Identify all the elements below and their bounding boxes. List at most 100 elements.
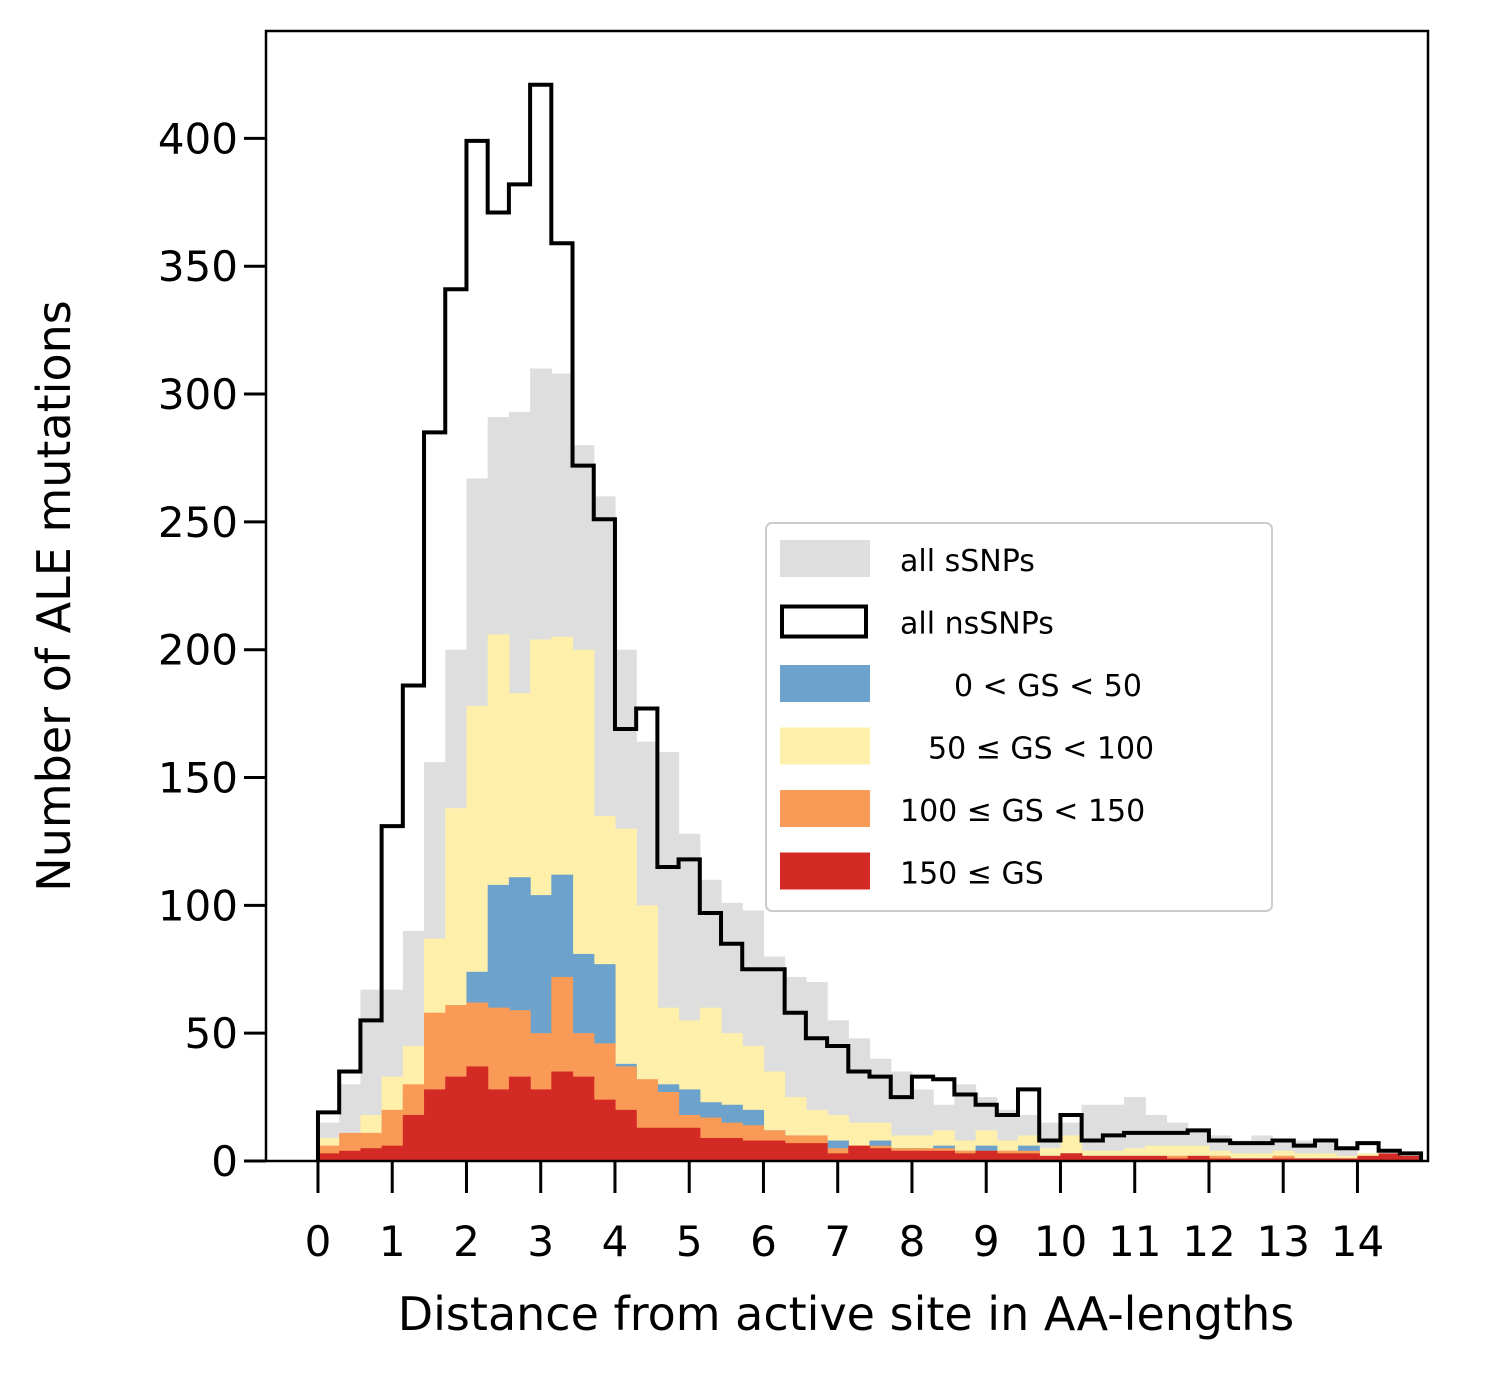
gs-100-150-bar	[1208, 1155, 1231, 1161]
legend-label-gs_100_150: 100 ≤ GS < 150	[900, 794, 1145, 829]
y-tick-label: 250	[158, 498, 238, 547]
gs-150-bar	[1039, 1155, 1062, 1161]
gs-150-bar	[466, 1066, 489, 1161]
gs-150-bar	[996, 1153, 1019, 1161]
gs-150-bar	[530, 1089, 552, 1161]
gs-150-bar	[508, 1076, 531, 1161]
gs-50-100-bar	[1336, 1155, 1359, 1161]
legend: all sSNPs all nsSNPs 0 < GS < 50 50 ≤ GS < …	[765, 522, 1273, 912]
gs-150-bar	[742, 1140, 765, 1161]
gs-150-bar	[1081, 1155, 1104, 1161]
y-tick-label: 300	[158, 370, 238, 419]
x-tick-label: 0	[305, 1217, 332, 1266]
legend-swatch-gs_150	[780, 852, 870, 890]
gs-150-bar	[827, 1153, 849, 1161]
gs-150-bar	[636, 1127, 658, 1161]
ssnp-bar	[1102, 1104, 1125, 1161]
x-tick-label: 10	[1034, 1217, 1087, 1266]
gs-150-bar	[614, 1109, 637, 1161]
gs-150-bar	[869, 1148, 892, 1161]
legend-label-gs_150: 150 ≤ GS	[900, 857, 1044, 892]
gs-150-bar	[1018, 1153, 1040, 1161]
x-tick-label: 1	[379, 1217, 406, 1266]
legend-swatch-nssnp	[780, 604, 868, 639]
gs-150-bar	[1272, 1158, 1295, 1161]
gs-150-bar	[805, 1143, 828, 1161]
gs-150-bar	[1060, 1153, 1083, 1161]
gs-150-bar	[1230, 1158, 1252, 1161]
gs-150-bar	[593, 1099, 616, 1161]
y-tick-label: 50	[185, 1009, 238, 1058]
gs-150-bar	[1357, 1155, 1380, 1161]
plot-area	[315, 82, 1424, 1161]
gs-150-bar	[1251, 1158, 1274, 1161]
gs-150-bar	[1145, 1155, 1168, 1161]
legend-label-gs_50_100: 50 ≤ GS < 100	[928, 732, 1154, 767]
gs-150-bar	[360, 1148, 383, 1161]
gs-150-bar	[1336, 1158, 1359, 1161]
legend-swatch-gs_100_150	[780, 790, 870, 827]
y-axis: 0 50 100 150 200 250 300 350 400	[158, 114, 266, 1186]
legend-swatch-gs_0_50	[780, 665, 870, 702]
y-axis-label: Number of ALE mutations	[27, 300, 81, 891]
y-tick-label: 150	[158, 754, 238, 803]
gs-150-bar	[933, 1150, 955, 1161]
x-tick-label: 7	[824, 1217, 851, 1266]
x-tick-label: 6	[750, 1217, 777, 1266]
x-axis: 0 1 2 3 4 5 6 7 8 9 10 11 12 13 14	[305, 1161, 1384, 1266]
legend-swatch-ssnp	[780, 540, 870, 577]
gs-150-bar	[424, 1089, 446, 1161]
legend-label-ssnp: all sSNPs	[900, 544, 1035, 579]
gs-150-bar	[1399, 1155, 1422, 1161]
y-tick-label: 350	[158, 242, 238, 291]
gs-150-bar	[699, 1137, 722, 1161]
x-tick-label: 14	[1331, 1217, 1384, 1266]
nssnp-step-line	[315, 82, 1424, 1161]
x-tick-label: 12	[1182, 1217, 1235, 1266]
gs-150-bar	[402, 1114, 425, 1161]
gs-150-bar	[848, 1145, 871, 1161]
gs-150-bar	[911, 1150, 934, 1161]
gs-150-bar	[1378, 1153, 1401, 1161]
gs-150-bar	[890, 1150, 913, 1161]
gs-150-bar	[657, 1127, 680, 1161]
gs-150-bar	[317, 1153, 340, 1161]
gs-150-bar	[1314, 1158, 1337, 1161]
x-tick-label: 11	[1108, 1217, 1161, 1266]
gs-50-100-bar	[1251, 1153, 1274, 1161]
legend-box	[765, 522, 1273, 912]
gs-150-bar	[1208, 1158, 1231, 1161]
gs-150-bar	[339, 1150, 362, 1161]
gs-150-bar	[381, 1145, 404, 1161]
gs-150-bar	[551, 1071, 574, 1161]
gs-150-bar	[678, 1127, 701, 1161]
gs-150-bar	[1187, 1155, 1210, 1161]
gs-150-bar	[763, 1140, 786, 1161]
ssnp-bar	[1124, 1097, 1146, 1161]
gs-150-bar	[445, 1076, 468, 1161]
x-tick-label: 5	[676, 1217, 703, 1266]
series-gs-bars	[317, 634, 1422, 1161]
gs-100-150-bar	[1272, 1155, 1295, 1161]
plot-frame	[264, 29, 1430, 1163]
gs-150-bar	[1166, 1158, 1189, 1161]
y-tick-label: 400	[158, 114, 238, 163]
gs-150-bar	[572, 1076, 595, 1161]
gs-50-100-bar	[1314, 1153, 1337, 1161]
x-tick-label: 9	[973, 1217, 1000, 1266]
x-tick-label: 3	[527, 1217, 554, 1266]
legend-label-nssnp: all nsSNPs	[900, 607, 1054, 642]
legend-label-gs_0_50: 0 < GS < 50	[954, 669, 1142, 704]
gs-150-bar	[975, 1150, 998, 1161]
ssnp-bar	[1081, 1104, 1104, 1161]
gs-150-bar	[1293, 1158, 1316, 1161]
gs-150-bar	[721, 1137, 743, 1161]
gs-150-bar	[1124, 1155, 1146, 1161]
gs-150-bar	[487, 1089, 510, 1161]
y-tick-label: 200	[158, 626, 238, 675]
x-tick-label: 4	[602, 1217, 629, 1266]
legend-swatch-gs_50_100	[780, 727, 870, 765]
gs-150-bar	[954, 1153, 977, 1161]
gs-150-bar	[1102, 1155, 1125, 1161]
